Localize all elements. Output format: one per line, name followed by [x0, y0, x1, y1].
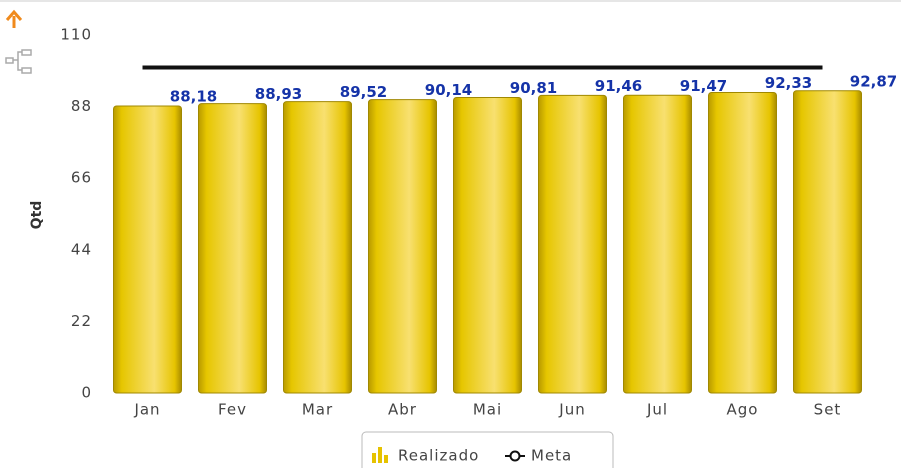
data-label: 92,33 [765, 74, 812, 92]
bar [538, 94, 607, 394]
legend-swatch [384, 455, 388, 463]
bar [198, 103, 267, 394]
data-label: 91,46 [595, 77, 642, 95]
x-tick-label: Jan [133, 401, 160, 419]
data-label: 91,47 [680, 77, 727, 95]
legend-swatch [378, 447, 382, 463]
legend-label: Realizado [398, 447, 479, 465]
y-tick-label: 0 [81, 384, 92, 402]
y-tick-label: 22 [71, 312, 92, 330]
data-label: 88,93 [255, 85, 302, 103]
x-tick-label: Fev [218, 401, 247, 419]
legend-swatch [372, 453, 376, 463]
x-tick-label: Jul [646, 401, 668, 419]
y-tick-label: 66 [71, 169, 92, 187]
legend-swatch [509, 450, 521, 462]
x-tick-label: Set [814, 401, 842, 419]
x-tick-label: Mar [302, 401, 333, 419]
x-tick-label: Mai [473, 401, 502, 419]
data-label: 90,81 [510, 79, 557, 97]
data-label: 88,18 [170, 88, 217, 106]
bar [368, 99, 437, 394]
legend-label: Meta [531, 447, 572, 465]
x-tick-label: Ago [727, 401, 759, 419]
y-axis-label: Qtd [29, 201, 45, 230]
data-label: 92,87 [850, 72, 897, 90]
data-label: 89,52 [340, 83, 387, 101]
bar [453, 96, 522, 394]
bar [793, 90, 862, 394]
bar [283, 101, 352, 394]
bar [708, 92, 777, 394]
y-tick-label: 44 [71, 240, 92, 258]
bar [623, 94, 692, 394]
up-icon[interactable] [5, 9, 23, 28]
hierarchy-icon[interactable] [5, 49, 32, 74]
x-tick-label: Abr [388, 401, 417, 419]
bar [113, 105, 182, 394]
y-tick-label: 110 [60, 26, 92, 44]
y-tick-label: 88 [71, 97, 92, 115]
data-label: 90,14 [425, 81, 472, 99]
legend [361, 431, 614, 468]
x-tick-label: Jun [558, 401, 585, 419]
